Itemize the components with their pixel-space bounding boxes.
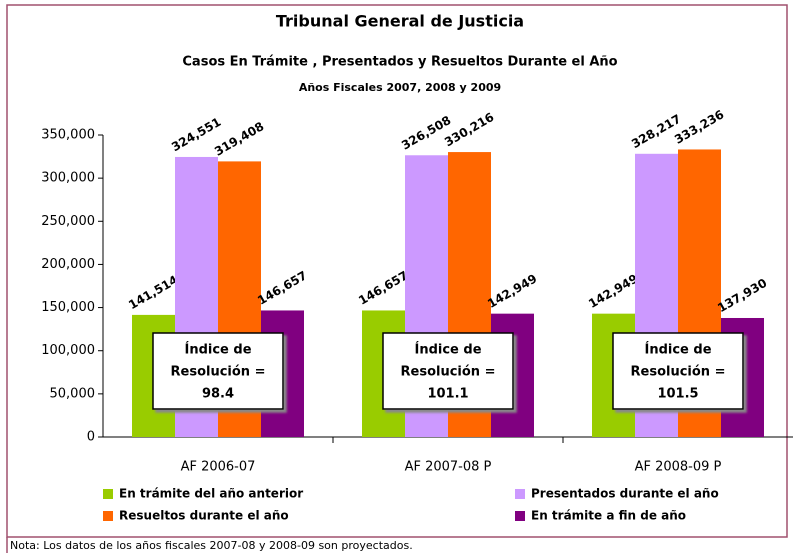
legend-label: Resueltos durante el año xyxy=(119,509,289,523)
chart-subtitle: Casos En Trámite , Presentados y Resuelt… xyxy=(182,55,617,70)
chart-subtitle2: Años Fiscales 2007, 2008 y 2009 xyxy=(299,81,501,94)
annotation-text: Resolución = xyxy=(401,365,496,380)
annotation-frame xyxy=(612,332,744,410)
legend-label: Presentados durante el año xyxy=(531,487,719,501)
y-tick-label: 300,000 xyxy=(41,171,95,186)
annotation-box: Índice de Resolución = 98.4 xyxy=(152,332,284,410)
annotation-box: Índice de Resolución = 101.1 xyxy=(382,332,514,410)
annotation-text: Resolución = xyxy=(631,365,726,380)
x-tick-label: AF 2008-09 P xyxy=(635,460,722,475)
legend-swatch xyxy=(515,489,525,499)
legend-swatch xyxy=(103,511,113,521)
legend-swatch xyxy=(515,511,525,521)
chart-title: Tribunal General de Justicia xyxy=(276,12,524,31)
annotation-text: Índice de xyxy=(184,342,251,358)
note: Nota: Los datos de los años fiscales 200… xyxy=(10,539,413,552)
annotation-box: Índice de Resolución = 101.5 xyxy=(612,332,744,410)
y-tick-label: 350,000 xyxy=(41,128,95,143)
annotation-text: Índice de xyxy=(414,342,481,358)
annotation-frame xyxy=(152,332,284,410)
y-tick-label: 150,000 xyxy=(41,300,95,315)
annotation-text: 98.4 xyxy=(202,387,234,402)
x-tick-label: AF 2007-08 P xyxy=(405,460,492,475)
annotation-text: 101.5 xyxy=(657,387,698,402)
x-tick-label: AF 2006-07 xyxy=(181,460,256,475)
legend-label: En trámite del año anterior xyxy=(119,487,303,501)
y-tick-label: 50,000 xyxy=(50,386,96,401)
y-tick-label: 100,000 xyxy=(41,343,95,358)
y-tick-label: 200,000 xyxy=(41,257,95,272)
y-tick-label: 0 xyxy=(87,430,95,445)
annotation-text: 101.1 xyxy=(427,387,468,402)
legend-label: En trámite a fin de año xyxy=(531,509,686,523)
legend-swatch xyxy=(103,489,113,499)
annotation-frame xyxy=(382,332,514,410)
y-tick-label: 250,000 xyxy=(41,214,95,229)
annotation-text: Índice de xyxy=(644,342,711,358)
annotation-text: Resolución = xyxy=(171,365,266,380)
